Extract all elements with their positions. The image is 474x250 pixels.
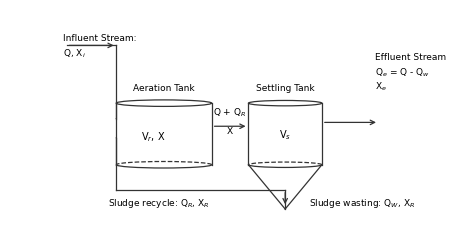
Text: V$_s$: V$_s$	[279, 128, 291, 142]
Ellipse shape	[116, 100, 212, 106]
Bar	[248, 103, 322, 165]
Text: Q + Q$_R$: Q + Q$_R$	[213, 106, 247, 118]
Text: X$_e$: X$_e$	[375, 80, 387, 92]
Text: Sludge recycle: Q$_R$, X$_R$: Sludge recycle: Q$_R$, X$_R$	[108, 198, 210, 210]
Text: Effluent Stream: Effluent Stream	[375, 53, 447, 62]
Text: V$_r$, X: V$_r$, X	[141, 130, 165, 144]
Bar	[116, 103, 212, 165]
Ellipse shape	[248, 100, 322, 106]
Text: Aeration Tank: Aeration Tank	[133, 84, 195, 92]
Text: Influent Stream:: Influent Stream:	[63, 34, 137, 43]
Text: Q$_e$ = Q - Q$_w$: Q$_e$ = Q - Q$_w$	[375, 66, 430, 79]
Text: Q, X$_i$: Q, X$_i$	[63, 47, 86, 60]
Text: X: X	[227, 127, 233, 136]
Polygon shape	[248, 165, 322, 209]
Text: Sludge wasting: Q$_W$, X$_R$: Sludge wasting: Q$_W$, X$_R$	[309, 198, 415, 210]
Text: Settling Tank: Settling Tank	[256, 84, 314, 92]
